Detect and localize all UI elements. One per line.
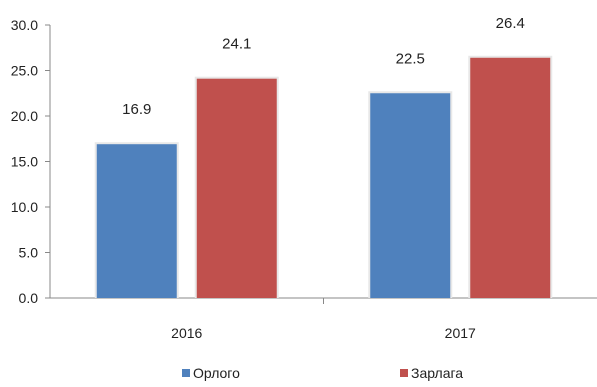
legend-label: Зарлага <box>411 365 463 381</box>
y-tick-label: 0.0 <box>19 290 39 306</box>
data-label: 24.1 <box>222 36 251 53</box>
y-tick-label: 20.0 <box>11 108 38 124</box>
legend-swatch <box>182 369 190 377</box>
x-tick-label: 2016 <box>171 325 202 341</box>
bar <box>370 93 451 298</box>
bar <box>196 78 277 298</box>
x-tick-label: 2017 <box>445 325 476 341</box>
data-label: 22.5 <box>396 50 425 67</box>
legend-label: Орлого <box>193 365 240 381</box>
y-tick-label: 10.0 <box>11 199 38 215</box>
y-tick-label: 25.0 <box>11 63 38 79</box>
legend: Орлого Зарлага <box>182 365 463 381</box>
legend-swatch <box>400 369 408 377</box>
data-labels: 16.9 24.1 22.5 26.4 <box>122 15 525 118</box>
bars <box>94 55 553 299</box>
y-tick-label: 15.0 <box>11 154 38 170</box>
y-tick-label: 30.0 <box>11 17 38 33</box>
bar <box>470 57 551 299</box>
data-label: 26.4 <box>496 15 525 32</box>
y-tick-label: 5.0 <box>19 245 39 261</box>
data-label: 16.9 <box>122 101 151 118</box>
bar <box>96 144 177 298</box>
